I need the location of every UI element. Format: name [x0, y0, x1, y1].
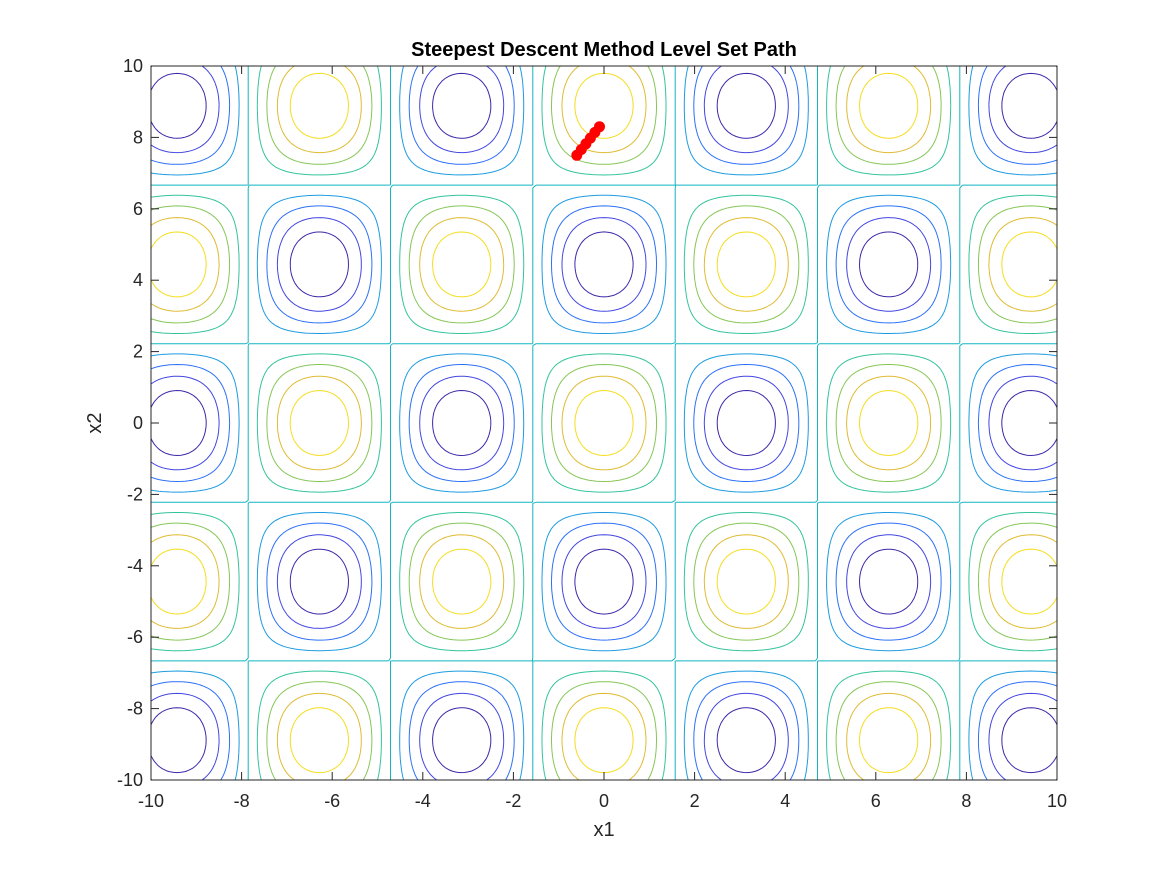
x-tick-label: 10	[1047, 791, 1067, 811]
contour-level-5	[150, 65, 1058, 781]
contour-level-6	[150, 65, 1058, 781]
contour-level-0	[150, 72, 1058, 774]
x-tick-label: -6	[324, 791, 340, 811]
x-tick-label: -8	[234, 791, 250, 811]
plot-area: -10 -8 -6 -4 -2 0 2 4 6 8 10 -10 -8 -6 -4 -2 0 2 4 6 8 10	[117, 56, 1067, 811]
y-tick-label: 0	[133, 413, 143, 433]
contour-level-4	[151, 66, 1057, 780]
y-tick-label: 2	[133, 342, 143, 362]
y-tick-label: -10	[117, 770, 143, 790]
y-tick-label: 10	[123, 56, 143, 76]
descent-path-point	[571, 149, 583, 161]
x-tick-label: 2	[690, 791, 700, 811]
contour-lines	[150, 65, 1058, 781]
x-axis-label: x1	[593, 819, 614, 841]
y-tick-label: -4	[127, 556, 143, 576]
contour-level-2	[150, 65, 1058, 781]
x-tick-label: 6	[871, 791, 881, 811]
y-tick-label: 6	[133, 199, 143, 219]
x-tick-label: 0	[599, 791, 609, 811]
descent-path	[571, 121, 605, 161]
x-tick-label: 4	[780, 791, 790, 811]
tick-marks: -10 -8 -6 -4 -2 0 2 4 6 8 10 -10 -8 -6 -4 -2 0 2 4 6 8 10	[117, 56, 1067, 811]
x-tick-label: -2	[505, 791, 521, 811]
contour-level-7	[150, 65, 1058, 781]
chart-title: Steepest Descent Method Level Set Path	[411, 39, 797, 61]
contour-level-8	[150, 72, 1058, 774]
y-tick-label: -2	[127, 484, 143, 504]
axes-background	[151, 66, 1057, 780]
y-tick-label: 8	[133, 127, 143, 147]
x-tick-label: 8	[961, 791, 971, 811]
x-tick-label: -4	[415, 791, 431, 811]
y-tick-label: -8	[127, 699, 143, 719]
y-tick-label: 4	[133, 270, 143, 290]
x-tick-label: -10	[138, 791, 164, 811]
contour-level-3	[150, 65, 1058, 781]
y-axis-label: x2	[84, 412, 106, 433]
y-tick-label: -6	[127, 627, 143, 647]
